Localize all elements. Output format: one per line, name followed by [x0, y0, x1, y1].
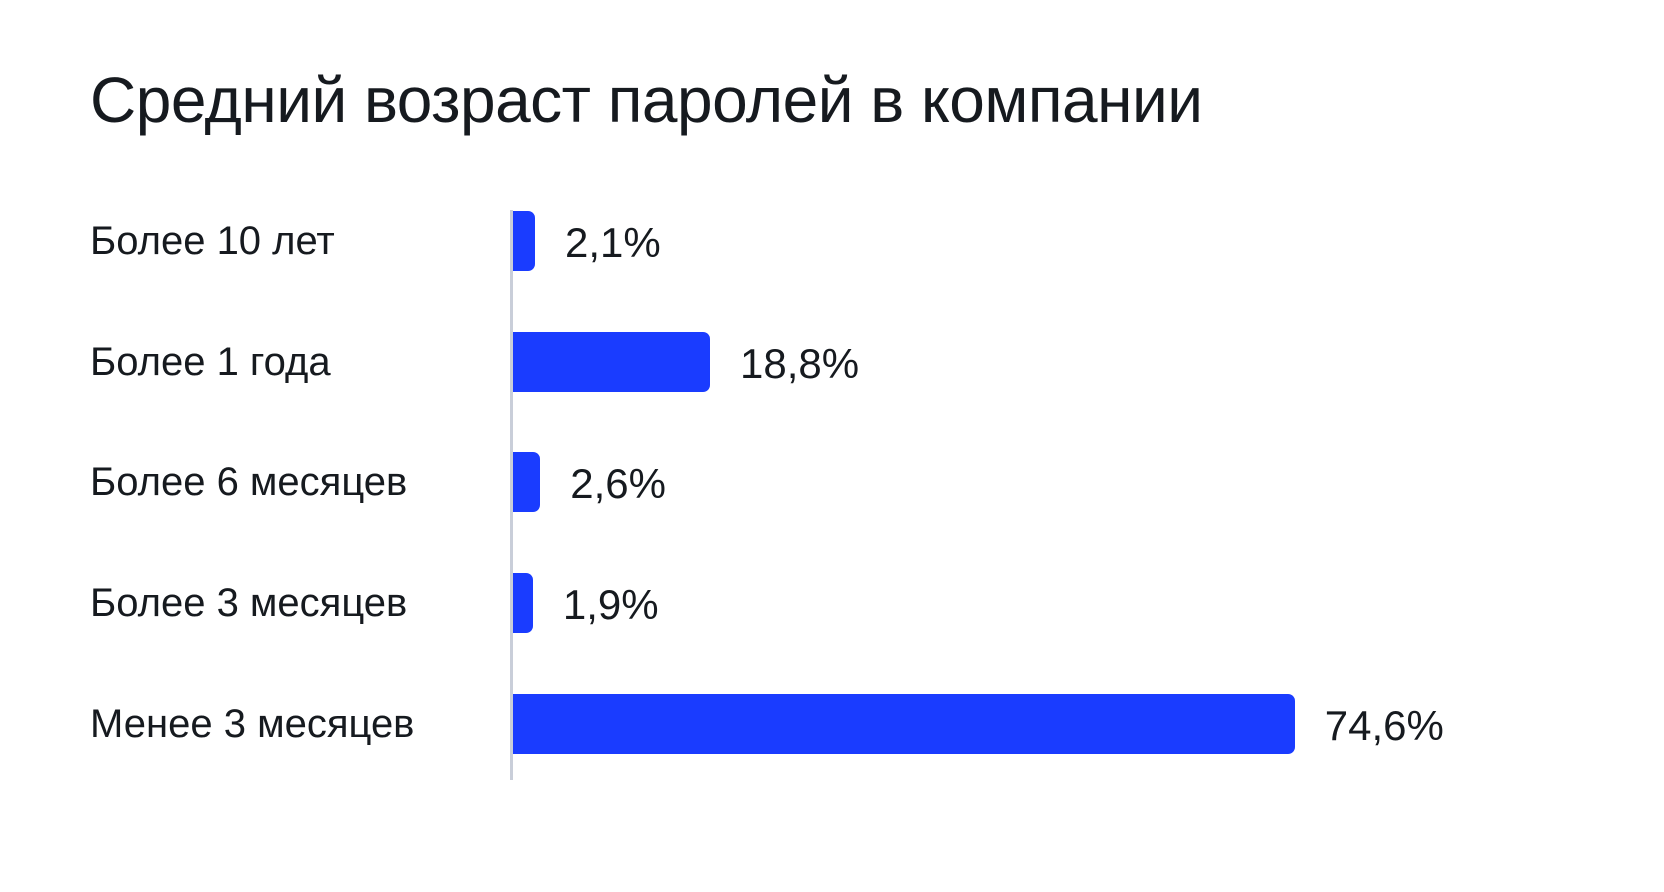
bar-row: Более 6 месяцев 2,6%	[0, 452, 1664, 512]
bar	[513, 573, 533, 633]
bar	[513, 332, 711, 392]
category-label: Менее 3 месяцев	[90, 702, 415, 746]
bar-row: Более 10 лет 2,1%	[0, 211, 1664, 271]
value-label: 18,8%	[740, 340, 860, 387]
value-label: 74,6%	[1324, 702, 1444, 749]
bar	[513, 694, 1295, 754]
value-label: 1,9%	[562, 581, 659, 628]
value-label: 2,6%	[570, 460, 666, 507]
category-label: Более 1 года	[90, 340, 331, 384]
bar	[513, 452, 541, 512]
value-label: 2,1%	[565, 219, 661, 266]
chart-title: Средний возраст паролей в компании	[90, 64, 1203, 136]
bar	[513, 211, 535, 271]
category-label: Более 3 месяцев	[90, 581, 408, 625]
bar-row: Менее 3 месяцев 74,6%	[0, 694, 1664, 754]
bar-row: Более 3 месяцев 1,9%	[0, 573, 1664, 633]
category-label: Более 10 лет	[90, 219, 335, 263]
bar-row: Более 1 года 18,8%	[0, 332, 1664, 392]
y-axis-line	[510, 210, 513, 780]
category-label: Более 6 месяцев	[90, 460, 408, 504]
